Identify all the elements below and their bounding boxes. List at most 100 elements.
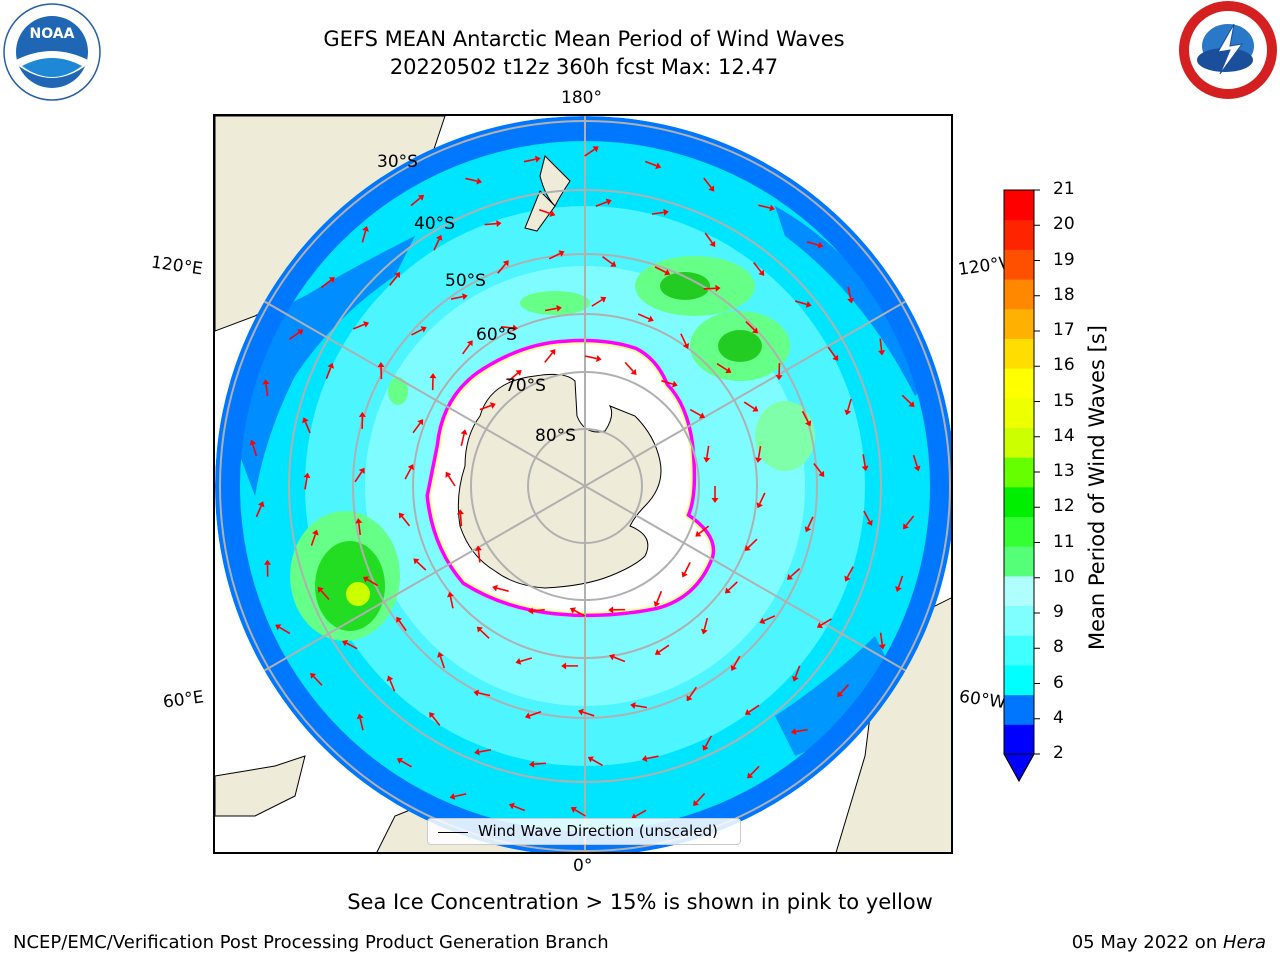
colorbar-band [1004,308,1034,339]
wind-wave-arrow [386,675,394,682]
wind-wave-arrow [358,411,366,417]
wind-wave-arrow [610,260,617,267]
wind-wave-arrow [895,586,902,592]
wind-wave-arrow [681,571,688,578]
colorbar-band [1004,368,1034,399]
wind-wave-arrow [647,315,654,323]
wind-wave-arrow [317,586,324,593]
wind-wave-arrow [592,146,599,153]
colorbar-band [1004,635,1034,666]
wind-wave-arrow [747,772,754,779]
wind-wave-arrow [866,519,873,526]
wind-wave-arrow [407,464,414,471]
wind-wave-arrow [755,457,763,463]
wind-wave-arrow [460,429,468,435]
wind-wave-arrow [725,367,732,374]
wind-wave-arrow [363,321,370,328]
wind-wave-arrow [775,375,783,381]
colorbar-band [1004,664,1034,696]
footer-credit: NCEP/EMC/Verification Post Processing Pr… [13,932,609,953]
wind-wave-arrow [549,349,556,356]
wind-wave-arrow [437,651,444,658]
wind-wave-arrow [435,234,443,241]
wind-wave-arrow [769,204,775,212]
wind-wave-arrow [847,297,855,304]
map-legend: Wind Wave Direction (unscaled) [427,818,741,845]
colorbar-band [1004,427,1034,458]
wind-wave-arrow [903,523,909,530]
wind-wave-arrow [703,457,711,463]
wind-wave-arrow [730,664,737,671]
map-title: GEFS MEAN Antarctic Mean Period of Wind … [323,27,845,51]
wind-wave-arrow [515,369,522,376]
colorbar-band [1004,575,1034,607]
wind-wave-arrow [303,472,311,479]
wind-wave-arrow [312,529,319,536]
colorbar-tick-label: 21 [1053,179,1075,199]
wind-wave-arrow [908,401,915,408]
wind-wave-arrow [534,155,541,163]
colorbar-band [1004,397,1034,428]
wind-wave-arrow [456,509,464,515]
wind-wave-arrow [578,708,584,716]
wind-wave-arrow [502,260,509,267]
map-panel[interactable]: 30°S 40°S 50°S 60°S 70°S 80°S [213,114,953,854]
wind-wave-arrow [515,658,522,665]
wind-wave-arrow [420,326,427,333]
wind-wave-arrow [556,304,562,312]
wind-wave-arrow [913,465,921,472]
wind-wave-arrow [630,368,637,376]
colorbar-tick-label: 18 [1053,284,1075,305]
wind-wave-arrow [759,617,766,625]
noaa-logo: NOAA [3,3,101,101]
colorbar-label: Mean Period of Wind Waves [s] [1085,325,1109,650]
wind-wave-arrow [297,329,304,336]
wind-wave-arrow [275,624,282,631]
colorbar-tick-label: 6 [1053,672,1064,693]
wind-wave-arrow [466,340,473,347]
wind-wave-arrow [587,756,594,763]
wind-wave-arrow [549,210,556,217]
colorbar-tick-label: 9 [1053,602,1064,622]
legend-label: Wind Wave Direction (unscaled) [478,822,718,840]
wind-wave-arrow [394,272,401,279]
colorbar-tick-label: 14 [1053,425,1075,446]
wind-wave-arrow [462,293,468,301]
colorbar-band [1004,219,1034,250]
wind-wave-arrow [310,672,317,679]
lat-label-40s: 40°S [414,214,455,234]
lat-label-50s: 50°S [445,271,486,291]
colorbar-band [1004,546,1034,577]
wind-wave-arrow [751,327,759,334]
lon-label-180: 180° [561,88,602,108]
wind-wave-arrow [398,512,405,519]
wind-wave-arrow [417,419,424,426]
graticule [215,116,951,852]
lat-label-80s: 80°S [535,426,576,446]
wind-wave-arrow [686,695,693,702]
wind-wave-arrow [698,412,706,419]
wind-wave-arrow [663,208,669,216]
wind-wave-arrow [362,576,369,583]
colorbar-band [1004,605,1034,636]
wind-wave-arrow [489,402,496,409]
colorbar-tick-label: 13 [1053,461,1075,481]
wind-wave-arrow [476,177,482,185]
colorbar-tick-label: 15 [1053,390,1075,411]
colorbar-extend-arrow [1003,753,1035,783]
wind-wave-arrow [861,465,869,472]
wind-wave-arrow [715,284,721,292]
wind-wave-arrow [630,702,636,709]
colorbar-band [1004,694,1034,725]
lat-label-60s: 60°S [476,325,517,345]
wind-wave-arrow [264,559,271,565]
wind-wave-arrow [792,675,799,682]
colorbar-band [1004,516,1034,547]
wind-wave-arrow [474,545,482,551]
wind-wave-arrow [249,439,257,446]
lat-label-30s: 30°S [377,152,418,172]
wind-wave-arrow [711,498,719,503]
wind-wave-arrow [327,362,335,369]
colorbar-tick-label: 11 [1053,531,1075,552]
wind-wave-arrow [832,354,839,361]
